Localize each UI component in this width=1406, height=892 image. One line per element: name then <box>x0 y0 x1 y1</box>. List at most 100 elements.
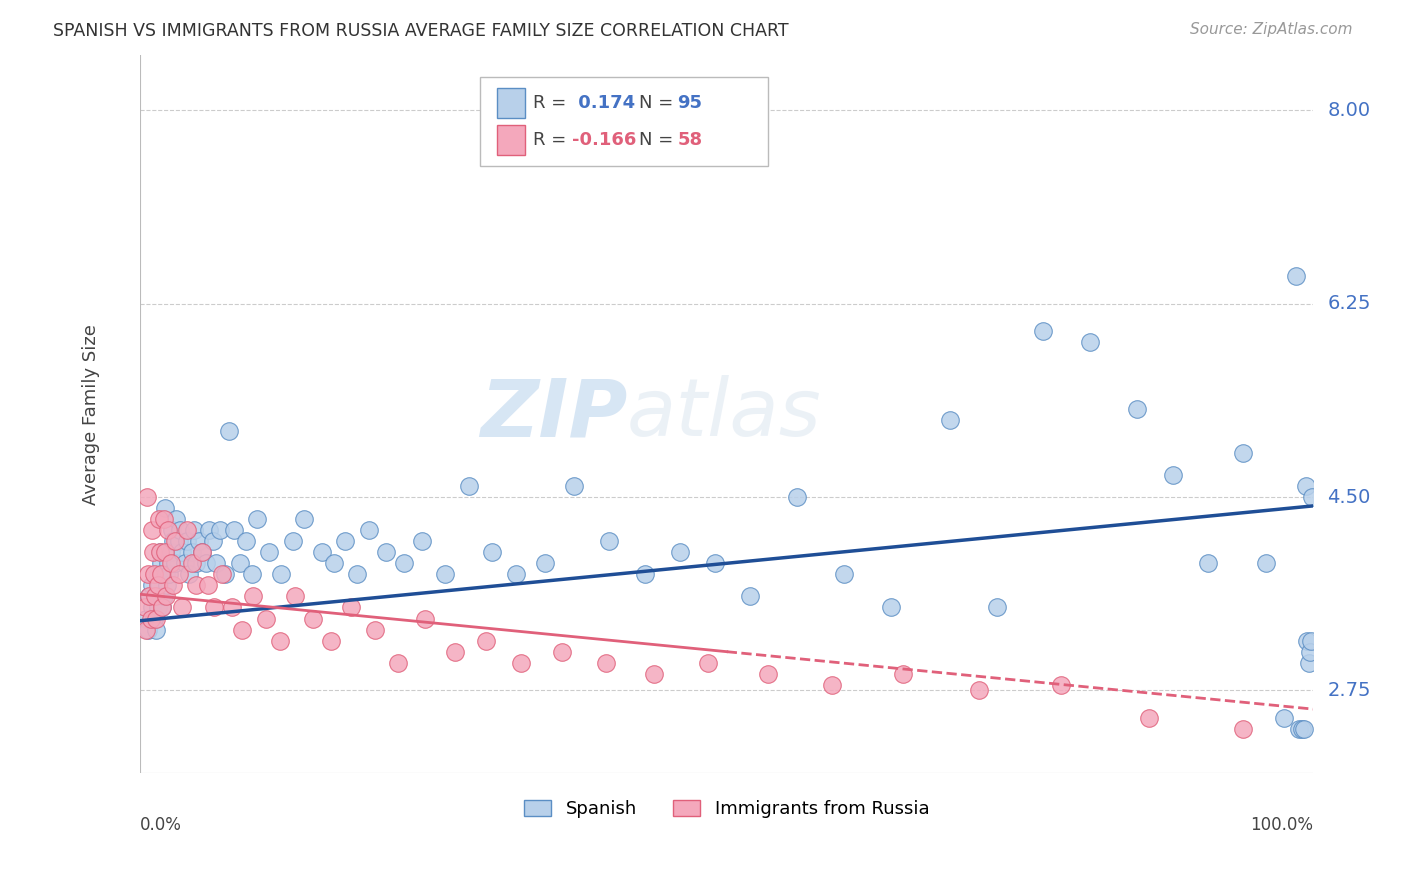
Point <box>281 534 304 549</box>
Point <box>222 523 245 537</box>
Point <box>180 545 202 559</box>
Point <box>136 567 159 582</box>
Point <box>1298 656 1320 670</box>
Text: 8.00: 8.00 <box>1327 101 1371 120</box>
Point <box>183 523 205 537</box>
Point <box>1301 490 1323 504</box>
Text: 2.75: 2.75 <box>1327 681 1371 700</box>
Text: N =: N = <box>638 95 679 112</box>
Point <box>510 656 533 670</box>
Point <box>321 633 343 648</box>
Point <box>346 567 368 582</box>
Text: R =: R = <box>533 95 572 112</box>
Point <box>176 523 198 537</box>
Point <box>269 633 291 648</box>
Point <box>153 501 176 516</box>
Point <box>149 545 172 559</box>
Point <box>1032 324 1054 338</box>
Point <box>1126 401 1149 416</box>
Point <box>191 545 214 559</box>
Point <box>172 600 194 615</box>
Point <box>1137 711 1160 725</box>
Point <box>311 545 333 559</box>
Point <box>364 623 387 637</box>
Point <box>186 557 208 571</box>
Point <box>134 600 156 615</box>
Point <box>1299 645 1322 659</box>
Point <box>176 534 198 549</box>
Point <box>148 578 170 592</box>
Point <box>457 479 479 493</box>
Point <box>141 523 163 537</box>
Point <box>229 557 252 571</box>
Text: 95: 95 <box>678 95 703 112</box>
Point <box>475 633 498 648</box>
Point <box>221 600 243 615</box>
Point <box>242 590 264 604</box>
Point <box>186 578 208 592</box>
Point <box>633 567 655 582</box>
Point <box>240 567 263 582</box>
FancyBboxPatch shape <box>496 125 524 155</box>
Text: 6.25: 6.25 <box>1327 294 1371 313</box>
Point <box>1272 711 1295 725</box>
Text: 4.50: 4.50 <box>1327 488 1371 507</box>
Point <box>194 557 217 571</box>
Point <box>284 590 307 604</box>
Point <box>145 611 167 625</box>
Point <box>1197 557 1219 571</box>
Point <box>1256 557 1278 571</box>
Point <box>156 578 179 592</box>
Text: atlas: atlas <box>627 376 821 453</box>
Point <box>335 534 357 549</box>
Point <box>392 557 415 571</box>
Point <box>387 656 409 670</box>
Point <box>138 590 160 604</box>
Point <box>149 545 172 559</box>
Text: 0.174: 0.174 <box>572 95 636 112</box>
Point <box>167 534 190 549</box>
Point <box>197 578 219 592</box>
Point <box>891 666 914 681</box>
Point <box>136 623 159 637</box>
Point <box>143 567 166 582</box>
Point <box>148 512 170 526</box>
Point <box>201 534 224 549</box>
Text: SPANISH VS IMMIGRANTS FROM RUSSIA AVERAGE FAMILY SIZE CORRELATION CHART: SPANISH VS IMMIGRANTS FROM RUSSIA AVERAG… <box>53 22 789 40</box>
Point <box>162 534 184 549</box>
Point <box>146 600 169 615</box>
Point <box>152 590 174 604</box>
Point <box>340 600 363 615</box>
Point <box>551 645 574 659</box>
Point <box>214 567 236 582</box>
Point <box>187 534 209 549</box>
FancyBboxPatch shape <box>496 88 524 119</box>
Text: Source: ZipAtlas.com: Source: ZipAtlas.com <box>1189 22 1353 37</box>
Point <box>141 600 163 615</box>
Point <box>159 557 181 571</box>
Point <box>218 424 240 438</box>
Point <box>152 512 174 526</box>
Point <box>139 611 162 625</box>
Point <box>150 600 173 615</box>
Point <box>668 545 690 559</box>
Point <box>1295 479 1317 493</box>
Point <box>704 557 727 571</box>
Point <box>598 534 620 549</box>
Point <box>162 578 184 592</box>
Text: 100.0%: 100.0% <box>1250 816 1313 834</box>
Point <box>145 623 167 637</box>
Point <box>150 590 173 604</box>
Point <box>150 600 173 615</box>
Text: 58: 58 <box>678 131 703 149</box>
Point <box>1080 335 1102 350</box>
Point <box>173 557 195 571</box>
Text: R =: R = <box>533 131 572 149</box>
Point <box>1161 467 1184 482</box>
Text: -0.166: -0.166 <box>572 131 636 149</box>
Point <box>143 590 166 604</box>
Point <box>1232 446 1254 460</box>
Point <box>1232 722 1254 736</box>
Point <box>191 545 214 559</box>
Point <box>205 557 228 571</box>
